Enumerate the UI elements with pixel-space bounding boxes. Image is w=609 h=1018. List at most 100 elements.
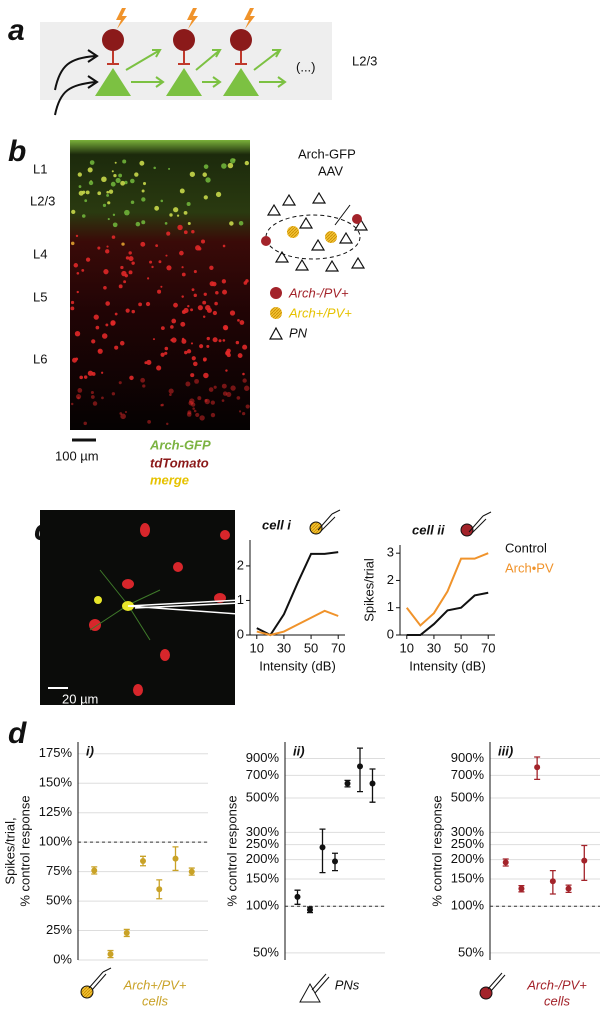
cell-dot: [209, 281, 215, 287]
cell-dot: [218, 339, 222, 343]
cell-dot: [222, 339, 226, 342]
cell-dot: [203, 195, 208, 200]
data-point: [140, 858, 146, 865]
cell-dot: [194, 378, 200, 384]
cell-dot: [242, 372, 245, 376]
cell-dot: [106, 193, 110, 197]
cell-dot: [190, 373, 195, 378]
cell-dot: [203, 372, 209, 379]
y-axis-label: Spikes/trial: [361, 558, 376, 622]
cell-dot: [83, 421, 87, 426]
cell-dot: [83, 375, 88, 379]
cell-dot: [77, 388, 83, 393]
cell-dot: [147, 420, 151, 424]
layer-label: L6: [33, 351, 47, 366]
cell-dot: [173, 302, 178, 308]
data-point: [565, 885, 572, 892]
error-bar: [357, 747, 363, 793]
panel-label: d: [8, 717, 27, 750]
cell-dot: [221, 383, 227, 389]
cell-dot: [125, 308, 130, 313]
cell-dot: [244, 385, 250, 391]
cell-dot: [124, 410, 128, 414]
cell-dot: [230, 158, 236, 164]
cell-dot: [202, 172, 207, 177]
cell-dot: [70, 241, 75, 246]
cell-dot: [107, 201, 111, 205]
cell-dot: [243, 281, 248, 285]
cell-dot: [113, 173, 117, 178]
series-line: [256, 551, 339, 637]
group-label: cells: [544, 993, 571, 1008]
cell-dot: [181, 272, 186, 277]
cell-dot: [105, 249, 110, 254]
cell-dot: [131, 261, 135, 265]
cell-dot: [128, 256, 134, 262]
cell-dot: [223, 325, 229, 331]
cell-dot: [112, 213, 116, 217]
cell-dot: [141, 189, 145, 193]
light-bolts: [116, 8, 255, 29]
cell-dot: [173, 207, 179, 213]
cell-dot: [147, 277, 150, 280]
data-point: [156, 886, 163, 893]
cell-dot: [118, 381, 122, 385]
x-axis-label: Intensity (dB): [409, 658, 486, 673]
cell-dot: [212, 310, 218, 316]
cell-dot: [75, 394, 82, 400]
data-point: [369, 780, 376, 787]
cell-dot: [169, 393, 172, 397]
cell-dot: [75, 234, 79, 238]
cell-dot: [181, 266, 184, 269]
cell-dot: [186, 412, 192, 417]
pipette-icons: [80, 509, 506, 1003]
cell-dot: [238, 410, 242, 413]
cell-dot: [190, 308, 194, 312]
cell-dot: [78, 190, 84, 196]
y-tick-label: 700%: [246, 767, 280, 782]
cell-image: [40, 510, 241, 705]
cell-dot: [225, 369, 228, 372]
input-arrow: [54, 49, 99, 91]
cell-dot: [195, 245, 201, 251]
cell-dot: [168, 167, 171, 170]
data-point: [549, 878, 556, 885]
cell-dot: [199, 415, 205, 421]
cell-dot: [111, 170, 114, 173]
panel-label: b: [8, 135, 26, 168]
cell-dot: [87, 370, 94, 376]
data-point: [188, 868, 195, 875]
circuit-diagram: (...) L2/3: [40, 8, 377, 116]
cell-dot: [235, 340, 240, 345]
ellipsis: (...): [296, 59, 316, 74]
data-point: [294, 893, 301, 900]
cell-dot: [97, 191, 102, 196]
series-line: [406, 591, 489, 636]
y-tick-label: 0: [387, 626, 394, 641]
layer-label: L1: [33, 161, 47, 176]
data-point: [123, 929, 130, 936]
panel-label: a: [8, 14, 25, 47]
cell-dot: [170, 325, 174, 329]
x-tick-label: 10: [400, 640, 414, 655]
y-axis-label: Spikes/trial,: [2, 817, 17, 884]
cell-dot: [135, 221, 141, 227]
data-point: [357, 763, 363, 770]
cell-dot: [197, 396, 202, 401]
cell-dot: [120, 180, 125, 186]
cell-dot: [141, 197, 146, 202]
cell-dot: [186, 349, 192, 354]
cell-dot: [108, 189, 114, 194]
cell-dot: [210, 412, 216, 418]
cell-dot: [130, 200, 135, 205]
cell-dot: [242, 344, 248, 350]
cell-dot: [77, 396, 80, 400]
cell-dot: [103, 285, 107, 290]
cell-dot: [193, 409, 197, 413]
cell-dot: [222, 244, 226, 248]
y-tick-label: 0: [237, 626, 244, 641]
cell-dot: [192, 407, 195, 410]
cell-dot: [164, 222, 168, 225]
y-tick-label: 200%: [246, 851, 280, 866]
cell-dot: [105, 301, 110, 306]
